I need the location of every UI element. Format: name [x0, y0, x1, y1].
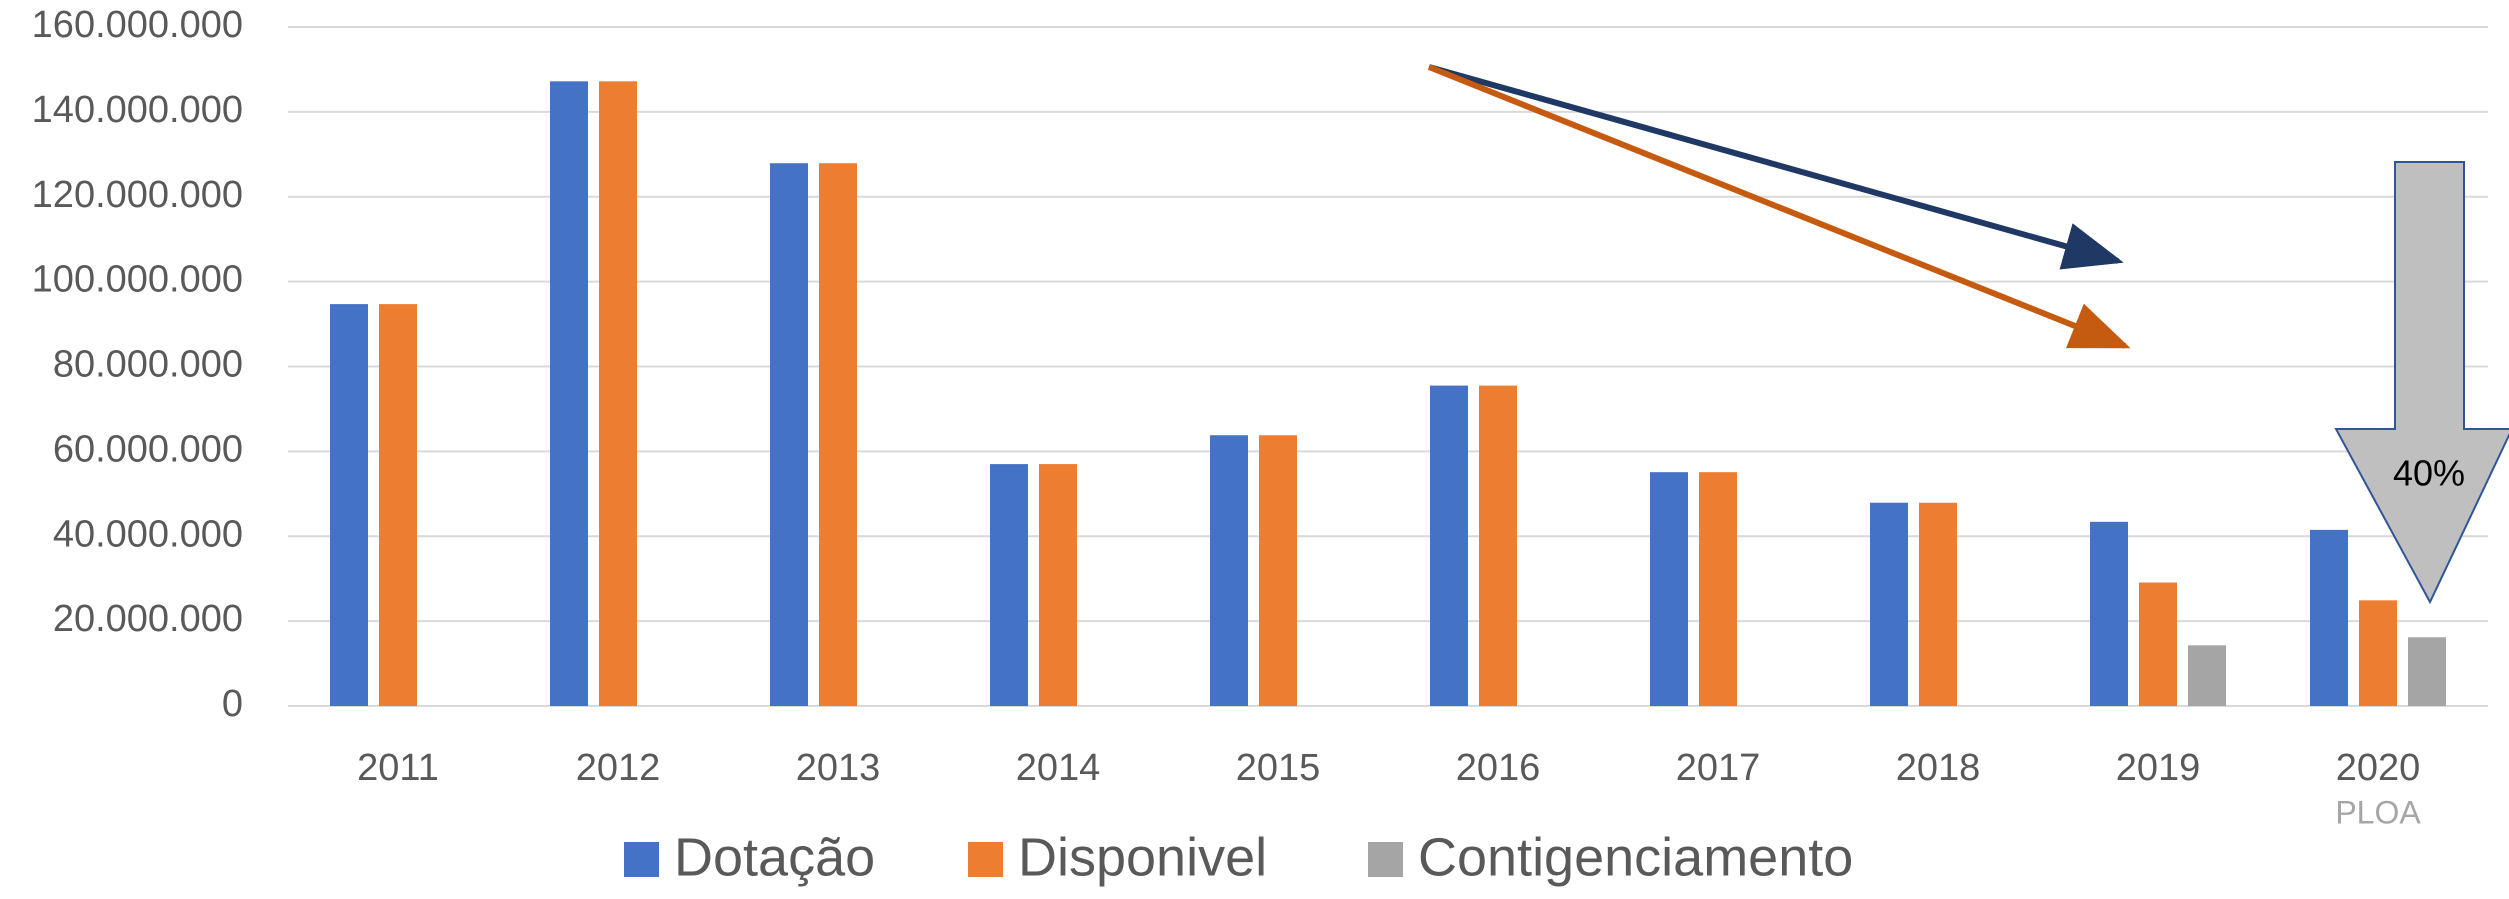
bar — [770, 163, 808, 707]
annotation: 40% — [2393, 453, 2465, 494]
legend-swatch — [1368, 842, 1403, 877]
category-note: PLOA — [2335, 794, 2421, 830]
legend-swatch — [968, 842, 1003, 877]
x-tick-label: 2018 — [1896, 747, 1981, 789]
bars — [330, 81, 2446, 707]
bar — [379, 304, 417, 706]
bar — [2139, 582, 2177, 706]
bar — [2408, 637, 2446, 706]
x-tick-label: 2015 — [1236, 747, 1321, 789]
y-tick-label: 160.000.000 — [32, 4, 243, 46]
legend-label: Dotação — [674, 827, 875, 887]
x-tick-label: 2016 — [1456, 747, 1541, 789]
x-tick-label: 2011 — [357, 747, 439, 789]
y-tick-label: 100.000.000 — [32, 259, 243, 301]
y-tick-label: 0 — [222, 683, 243, 725]
bar — [2188, 645, 2226, 706]
y-tick-label: 120.000.000 — [32, 174, 243, 216]
x-tick-label: 2013 — [796, 747, 881, 789]
bar — [550, 81, 588, 706]
y-tick-label: 60.000.000 — [53, 428, 243, 470]
x-tick-label: 2012 — [576, 747, 661, 789]
bar — [599, 81, 637, 706]
bar — [1039, 464, 1077, 706]
bar — [1650, 472, 1688, 706]
x-tick-label: 2020 — [2336, 747, 2421, 789]
bar — [819, 163, 857, 707]
grid — [288, 26, 2488, 707]
x-tick-label: 2014 — [1016, 747, 1101, 789]
trend-arrow — [1428, 64, 2124, 270]
bar — [2090, 521, 2128, 706]
bar — [2310, 529, 2348, 706]
bar — [2359, 600, 2397, 706]
y-tick-label: 80.000.000 — [53, 344, 243, 386]
y-tick-label: 140.000.000 — [32, 89, 243, 131]
bar — [1699, 472, 1737, 706]
bar — [990, 464, 1028, 706]
bar — [1479, 385, 1517, 706]
drop-arrow — [2334, 161, 2509, 605]
bar — [330, 304, 368, 706]
x-tick-label: 2019 — [2116, 747, 2201, 789]
legend-swatch — [624, 842, 659, 877]
bar — [1430, 385, 1468, 706]
bar — [1870, 502, 1908, 706]
bar — [1259, 435, 1297, 706]
x-tick-label: 2017 — [1676, 747, 1761, 789]
bar — [1919, 502, 1957, 706]
bar — [1210, 435, 1248, 706]
y-tick-label: 20.000.000 — [53, 598, 243, 640]
y-tick-label: 40.000.000 — [53, 513, 243, 555]
legend-label: Disponivel — [1018, 827, 1267, 887]
legend-label: Contigenciamento — [1418, 827, 1853, 887]
trend-arrow — [1427, 64, 2131, 349]
